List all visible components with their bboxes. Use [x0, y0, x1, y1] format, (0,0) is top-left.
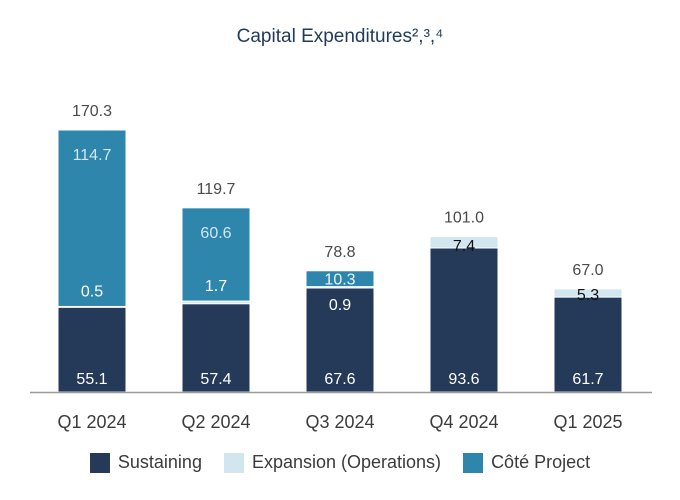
bar-label-cote-1: 60.6 — [200, 225, 231, 242]
bar-segment-2-2 — [305, 270, 375, 288]
bar-segment-0-0 — [57, 306, 127, 393]
bar-label-expansion-1: 1.7 — [205, 278, 227, 295]
legend-label-expansion: Expansion (Operations) — [251, 452, 442, 472]
x-tick-label-3: Q4 2024 — [429, 412, 498, 432]
legend-swatch-cote-project — [463, 452, 484, 473]
bar-label-sustaining-2: 67.6 — [324, 371, 355, 388]
bar-total-label-0: 170.3 — [72, 103, 112, 120]
bar-segment-3-1 — [429, 236, 499, 249]
x-tick-label-4: Q1 2025 — [553, 412, 622, 432]
bar-total-label-1: 119.7 — [197, 181, 236, 198]
bar-label-sustaining-3: 93.6 — [448, 371, 479, 388]
legend-item-sustaining: Sustaining — [89, 452, 202, 473]
bar-label-expansion-4: 5.3 — [577, 287, 599, 304]
bar-label-cote-2: 10.3 — [324, 272, 355, 289]
bar-segment-1-2 — [181, 207, 251, 302]
bar-total-label-2: 78.8 — [324, 244, 355, 261]
bar-label-expansion-3: 7.4 — [453, 238, 475, 255]
legend-swatch-sustaining — [89, 452, 110, 473]
legend-item-cote-project: Côté Project — [463, 452, 590, 473]
x-tick-label-2: Q3 2024 — [305, 412, 374, 432]
bar-label-expansion-0: 0.5 — [81, 283, 103, 300]
legend: Sustaining Expansion (Operations) Côté P… — [0, 452, 680, 473]
x-tick-label-0: Q1 2024 — [57, 412, 126, 432]
bar-segment-4-0 — [553, 296, 623, 393]
stacked-bar-chart: 55.1 0.5 114.7 170.3 Q1 2024 57.4 1.7 60.6 119.7… — [30, 103, 652, 432]
bar-segment-4-1 — [553, 288, 623, 298]
bar-label-expansion-2: 0.9 — [329, 297, 351, 314]
legend-swatch-expansion — [223, 452, 244, 473]
chart-title: Capital Expenditures²,³,⁴ — [236, 26, 444, 47]
bar-label-sustaining-4: 61.7 — [572, 371, 603, 388]
legend-label-cote-project: Côté Project — [491, 452, 591, 472]
legend-label-sustaining: Sustaining — [117, 452, 202, 472]
bar-segment-3-0 — [429, 247, 499, 393]
bar-label-cote-0: 114.7 — [73, 147, 112, 164]
bar-label-sustaining-0: 55.1 — [76, 371, 107, 388]
legend-item-expansion: Expansion (Operations) — [223, 452, 442, 473]
bar-segment-1-0 — [181, 303, 251, 393]
bar-total-label-4: 67.0 — [572, 262, 603, 279]
x-tick-label-1: Q2 2024 — [181, 412, 250, 432]
bar-total-label-3: 101.0 — [444, 210, 484, 227]
bar-label-sustaining-1: 57.4 — [200, 371, 231, 388]
bar-segment-0-2 — [57, 129, 127, 307]
